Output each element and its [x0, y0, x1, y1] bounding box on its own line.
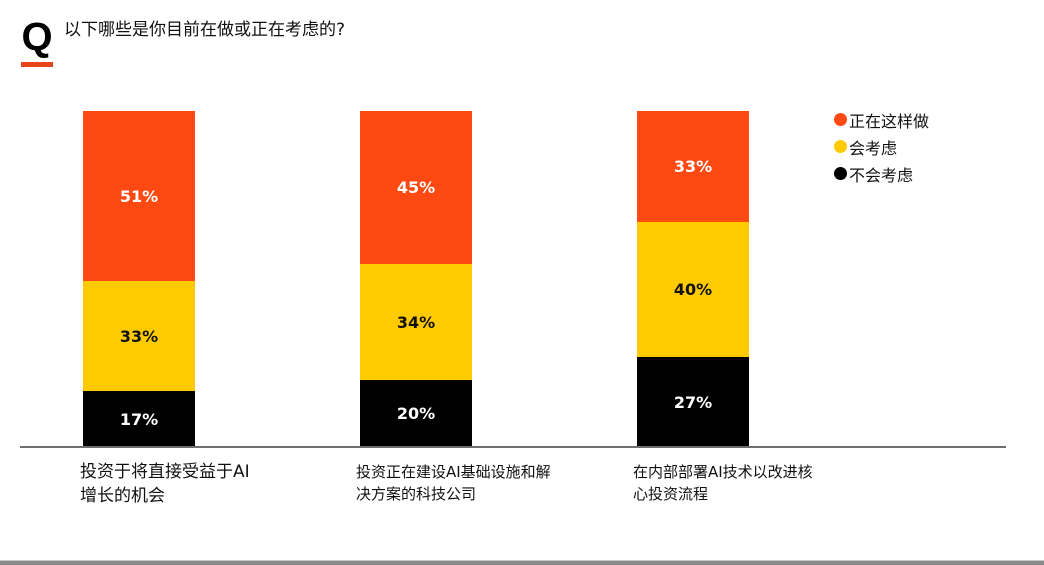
bar-group-3: 33% 40% 27%: [637, 111, 749, 447]
category-label-line: 心投资流程: [633, 485, 709, 503]
legend-item-doing: 正在这样做: [834, 106, 929, 133]
legend-item-not-considering: 不会考虑: [834, 160, 929, 187]
bottom-edge-bar: [0, 560, 1044, 565]
question-badge: Q: [20, 15, 54, 67]
legend-item-considering: 会考虑: [834, 133, 929, 160]
orange-dot-icon: [834, 113, 847, 126]
segment-not-considering: 27%: [637, 357, 749, 447]
yellow-dot-icon: [834, 140, 847, 153]
category-label-2: 投资正在建设AI基础设施和解 决方案的科技公司: [356, 461, 616, 505]
category-label-line: 投资正在建设AI基础设施和解: [356, 463, 551, 481]
category-label-line: 决方案的科技公司: [356, 485, 477, 503]
segment-label: 33%: [119, 326, 159, 346]
segment-label: 40%: [673, 280, 713, 299]
segment-label: 33%: [673, 157, 713, 176]
segment-considering: 40%: [637, 222, 749, 357]
legend-label: 会考虑: [849, 138, 898, 158]
segment-doing: 45%: [360, 111, 472, 264]
q-underline: [21, 62, 53, 67]
x-axis-baseline: [20, 446, 1006, 448]
segment-label: 34%: [396, 312, 436, 332]
segment-considering: 33%: [83, 281, 195, 391]
segment-label: 27%: [673, 392, 713, 412]
segment-doing: 33%: [637, 111, 749, 222]
question-title: 以下哪些是你目前在做或正在考虑的?: [64, 20, 346, 40]
segment-not-considering: 17%: [83, 391, 195, 447]
segment-not-considering: 20%: [360, 380, 472, 447]
q-letter-icon: Q: [21, 15, 53, 59]
segment-doing: 51%: [83, 111, 195, 281]
segment-considering: 34%: [360, 264, 472, 380]
legend-label: 正在这样做: [849, 111, 930, 131]
segment-label: 17%: [119, 409, 159, 429]
segment-label: 20%: [396, 404, 436, 423]
segment-label: 45%: [396, 178, 436, 197]
bar-group-1: 51% 33% 17%: [83, 111, 195, 447]
category-label-line: 投资于将直接受益于AI: [80, 462, 250, 482]
category-label-3: 在内部部署AI技术以改进核 心投资流程: [633, 461, 893, 505]
legend-label: 不会考虑: [849, 165, 914, 185]
bar-group-2: 45% 34% 20%: [360, 111, 472, 447]
category-label-line: 在内部部署AI技术以改进核: [633, 463, 813, 481]
category-label-line: 增长的机会: [80, 486, 165, 506]
category-label-1: 投资于将直接受益于AI 增长的机会: [80, 460, 320, 508]
segment-label: 51%: [119, 186, 159, 206]
chart-legend: 正在这样做 会考虑 不会考虑: [834, 106, 929, 187]
black-dot-icon: [834, 167, 847, 180]
